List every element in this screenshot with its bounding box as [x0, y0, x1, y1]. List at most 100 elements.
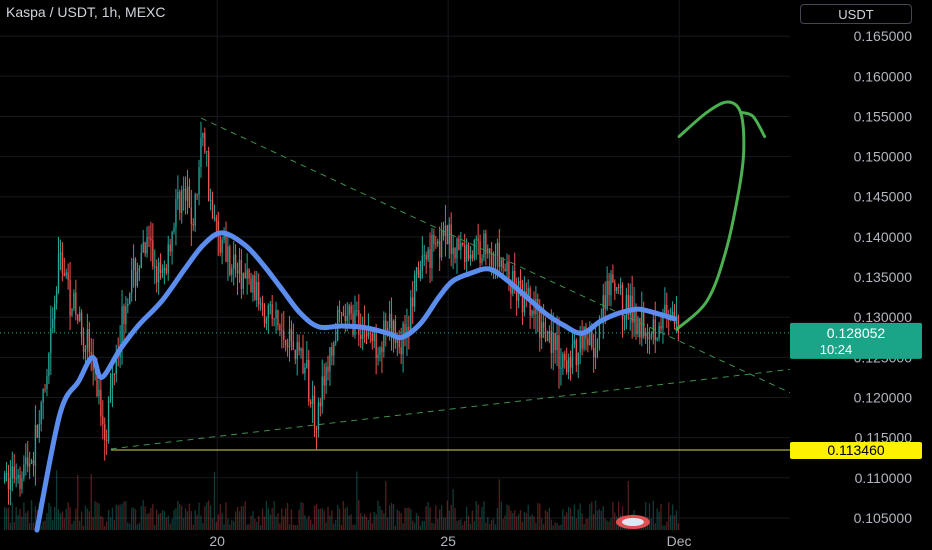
volume-bar	[512, 512, 514, 530]
volume-bar	[148, 513, 150, 530]
volume-bar	[535, 522, 537, 530]
volume-bar	[363, 514, 366, 530]
volume-bar	[369, 512, 372, 530]
volume-bar	[88, 511, 90, 530]
candle-body	[77, 314, 79, 321]
volume-bar	[140, 506, 142, 530]
volume-bar	[213, 471, 216, 530]
volume-bar	[390, 502, 393, 530]
volume-bar	[596, 510, 599, 530]
volume-bar	[59, 513, 62, 530]
volume-bar	[223, 524, 225, 530]
volume-bar	[50, 506, 52, 530]
volume-bar	[240, 505, 243, 530]
volume-bar	[556, 523, 558, 530]
volume-bar	[394, 525, 397, 530]
candle-body	[423, 255, 425, 257]
candle-body	[346, 315, 348, 322]
volume-bar	[614, 512, 616, 530]
candle-body	[132, 258, 135, 270]
candle-body	[61, 252, 64, 274]
volume-bar	[30, 500, 33, 530]
volume-bar	[286, 502, 289, 530]
candle-body	[240, 259, 243, 289]
candle-body	[587, 338, 589, 345]
volume-bar	[55, 470, 58, 530]
candle-body	[533, 310, 535, 315]
candle-body	[635, 307, 637, 334]
candle-body	[227, 246, 229, 262]
volume-bar	[548, 507, 551, 530]
candle-body	[539, 309, 541, 338]
volume-bar	[440, 505, 443, 530]
candle-body	[206, 151, 208, 153]
candle-body	[27, 457, 29, 467]
candle-body	[315, 428, 318, 430]
candle-body	[271, 304, 273, 319]
candle-body	[494, 255, 497, 266]
volume-bar	[573, 504, 576, 530]
volume-bar	[348, 515, 350, 530]
volume-bar	[541, 518, 543, 530]
candle-body	[342, 313, 345, 317]
candle-body	[311, 395, 314, 404]
volume-bar	[398, 510, 400, 530]
candle-body	[138, 267, 141, 272]
volume-bar	[181, 505, 183, 530]
candle-body	[460, 243, 462, 250]
volume-bar	[485, 522, 487, 530]
candle-body	[15, 478, 17, 480]
candle-body	[63, 273, 65, 276]
volume-bar	[302, 502, 304, 530]
candle-body	[194, 194, 196, 226]
candle-body	[79, 312, 81, 321]
candle-body	[279, 325, 281, 330]
volume-bar	[263, 516, 266, 530]
volume-bar	[562, 509, 564, 530]
candle-body	[19, 474, 21, 489]
volume-bar	[510, 510, 512, 530]
volume-bar	[437, 518, 439, 530]
volume-bar	[80, 511, 83, 530]
candle-body	[90, 352, 92, 355]
volume-bar	[594, 500, 597, 530]
candle-body	[560, 367, 562, 369]
candle-body	[292, 340, 295, 350]
volume-bar	[517, 513, 520, 530]
volume-bar	[531, 514, 533, 530]
volume-bar	[231, 519, 233, 530]
candle-body	[596, 338, 599, 349]
candle-body	[182, 188, 185, 191]
candle-body	[444, 225, 447, 236]
candle-body	[148, 237, 150, 239]
candle-body	[127, 303, 129, 307]
currency-button[interactable]: USDT	[800, 4, 912, 24]
candle-body	[59, 252, 62, 255]
volume-bar	[585, 519, 587, 530]
volume-bar	[446, 500, 449, 530]
candle-body	[575, 340, 578, 366]
volume-bar	[258, 515, 260, 530]
candle-body	[69, 279, 71, 316]
volume-bar	[77, 475, 79, 530]
candle-body	[421, 255, 424, 271]
volume-bar	[417, 515, 420, 530]
candle-body	[658, 325, 660, 339]
candle-body	[48, 353, 50, 377]
volume-bar	[504, 515, 506, 530]
candle-body	[415, 267, 418, 275]
y-tick-label: 0.145000	[854, 189, 913, 205]
candle-body	[666, 304, 668, 320]
volume-bar	[487, 517, 489, 530]
volume-bar	[475, 501, 477, 530]
candle-body	[650, 334, 653, 338]
projection-curve	[675, 100, 746, 331]
candle-body	[506, 261, 508, 272]
volume-bar	[7, 507, 10, 530]
volume-bar	[388, 505, 391, 530]
candle-body	[521, 284, 524, 313]
candle-body	[181, 190, 183, 213]
volume-bar	[506, 504, 508, 530]
candle-body	[140, 252, 142, 268]
